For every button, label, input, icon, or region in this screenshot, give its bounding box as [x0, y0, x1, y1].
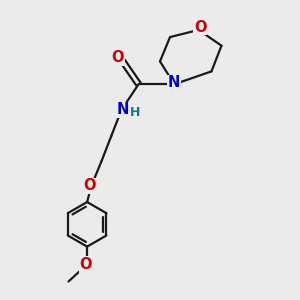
Text: N: N: [117, 103, 129, 118]
Text: N: N: [168, 75, 181, 90]
Text: O: O: [80, 257, 92, 272]
Text: O: O: [111, 50, 124, 65]
Text: O: O: [84, 178, 96, 193]
Text: O: O: [194, 20, 206, 34]
Text: H: H: [130, 106, 140, 119]
